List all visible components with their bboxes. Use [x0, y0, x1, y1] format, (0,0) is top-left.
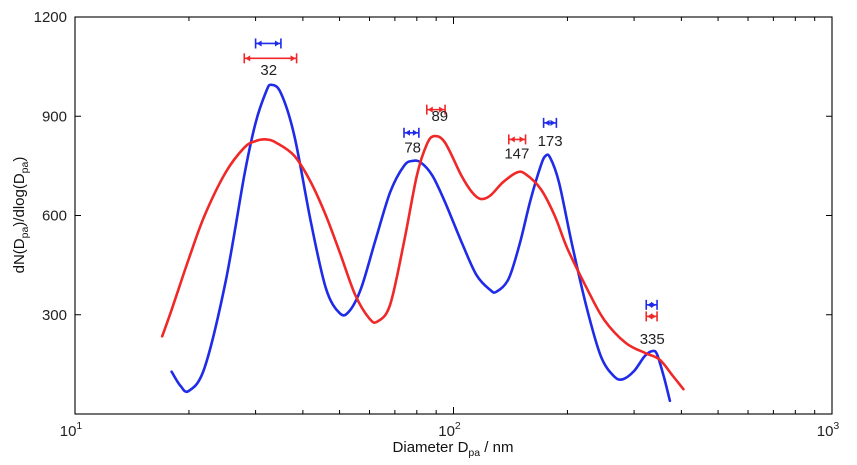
red-range-bar — [243, 53, 298, 64]
series-layer — [160, 83, 685, 403]
x-axis-label: Diameter Dpa / nm — [393, 439, 514, 459]
peak-label: 32 — [260, 62, 277, 79]
y-tick-label: 300 — [42, 307, 67, 324]
y-axis: 300 600 900 1200 — [34, 9, 832, 324]
peak-labels: 32 78 89 147 173 335 — [260, 62, 664, 348]
peak-label: 173 — [538, 133, 563, 150]
red-range-bar — [508, 134, 527, 145]
peak-label: 335 — [640, 331, 665, 348]
blue-range-bar — [403, 127, 420, 138]
red-range-bar — [425, 104, 446, 115]
x-tick-label: 103 — [817, 420, 840, 440]
peak-label: 78 — [404, 140, 421, 157]
y-tick-label: 1200 — [34, 9, 67, 26]
red-series-line — [160, 134, 685, 391]
x-tick-label: 101 — [60, 420, 83, 440]
error-bars — [243, 38, 658, 322]
blue-range-bar — [254, 38, 282, 49]
y-tick-label: 900 — [42, 108, 67, 125]
peak-label: 147 — [504, 145, 529, 162]
x-tick-label: 102 — [438, 420, 461, 440]
y-tick-label: 600 — [42, 208, 67, 225]
peak-label: 89 — [431, 108, 448, 125]
blue-range-bar — [542, 117, 558, 128]
y-axis-label: dN(Dpa)/dlog(Dpa) — [11, 157, 31, 274]
plot-frame — [74, 16, 833, 415]
red-range-bar — [645, 311, 658, 322]
x-axis: 101 102 103 — [60, 17, 840, 440]
blue-range-bar — [645, 299, 658, 310]
blue-series-line — [170, 83, 672, 403]
